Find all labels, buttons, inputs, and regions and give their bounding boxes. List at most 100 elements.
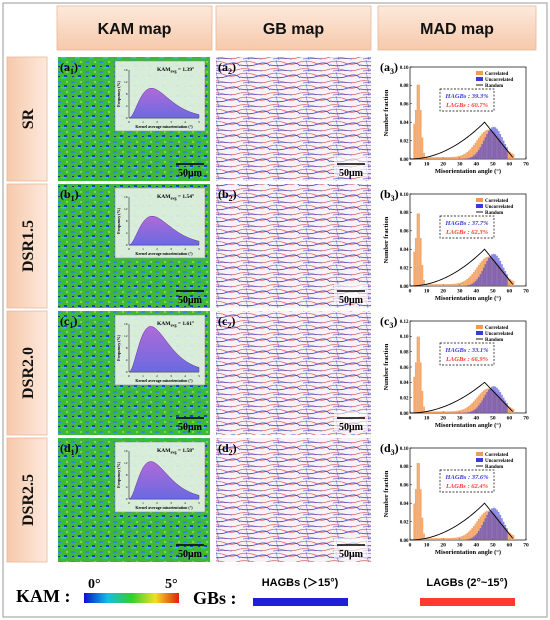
uncorrelated-bar (484, 394, 487, 413)
uncorrelated-bar (484, 264, 487, 286)
legend-entry: Random (485, 211, 504, 216)
correlated-bar (451, 156, 454, 159)
inset-y-tick: 0 (126, 243, 128, 247)
uncorrelated-bar (506, 274, 508, 286)
row-header (6, 437, 48, 563)
correlated-bar (419, 362, 422, 413)
uncorrelated-bar (474, 535, 477, 540)
correlated-bar (416, 336, 419, 413)
scale-bar-label: 50μm (178, 549, 203, 560)
kam-average-sub: avg (170, 323, 176, 328)
correlated-bar (429, 538, 432, 540)
correlated-bar (421, 390, 424, 413)
uncorrelated-bar (499, 392, 502, 413)
uncorrelated-bar (476, 407, 478, 413)
legend-swatch (476, 198, 483, 202)
mad-x-tick: 10 (424, 416, 430, 422)
uncorrelated-bar (481, 400, 483, 413)
inset-x-tick: 3 (170, 374, 172, 378)
uncorrelated-bar (491, 508, 493, 540)
correlated-bar (476, 397, 478, 413)
correlated-bar (434, 284, 437, 286)
legend-entry: Random (485, 338, 504, 343)
correlated-bar (436, 157, 439, 159)
legend-entry: Uncorrelated (485, 459, 513, 464)
correlated-bar (512, 409, 515, 413)
correlated-bar (424, 538, 427, 540)
random-curve (409, 502, 514, 541)
correlated-bar (443, 284, 445, 286)
inset-x-tick: 2 (156, 374, 158, 378)
uncorrelated-bar (481, 525, 483, 540)
column-header (56, 5, 213, 51)
correlated-bar (471, 147, 473, 159)
uncorrelated-bar (499, 133, 502, 159)
inset-y-label: Frequency (%) (116, 461, 121, 487)
mad-y-tick: 0.10 (400, 447, 409, 452)
panel-label-close: ) (233, 441, 237, 455)
uncorrelated-bar (474, 281, 477, 286)
correlated-bar (441, 157, 444, 159)
correlated-bar (461, 536, 464, 540)
inset-distribution (128, 87, 200, 119)
inset-x-tick: 0 (128, 247, 130, 251)
correlated-bar (459, 282, 462, 286)
correlated-bar (512, 535, 515, 540)
mad-x-tick: 40 (474, 289, 480, 295)
legend-swatch (476, 71, 483, 75)
row-title: SR (20, 108, 37, 129)
correlated-bar (439, 157, 442, 159)
panel-label-sub: 3 (389, 321, 393, 330)
uncorrelated-bar (499, 514, 502, 540)
uncorrelated-bar (499, 260, 502, 286)
uncorrelated-bar (491, 254, 493, 286)
legend-entry: Random (485, 465, 504, 470)
inset-y-tick: 0 (126, 370, 128, 374)
correlated-bar (472, 144, 475, 159)
correlated-bar (419, 109, 422, 159)
lagbs-fraction: LAGBs : 60.7% (445, 102, 489, 109)
inset-x-tick: 4 (184, 501, 186, 505)
correlated-bar (428, 411, 430, 413)
uncorrelated-bar (481, 144, 483, 159)
lagbs-fraction: LAGBs : 66.9% (445, 356, 489, 363)
panel-label-close: ) (395, 441, 399, 455)
correlated-bar (421, 265, 424, 286)
uncorrelated-bar (477, 149, 480, 159)
correlated-bar (461, 155, 464, 159)
correlated-bar (469, 148, 472, 159)
correlated-bar (418, 336, 420, 413)
mad-x-tick: 40 (474, 416, 480, 422)
correlated-bar (428, 284, 430, 286)
mad-x-tick: 50 (490, 162, 496, 168)
inset-y-tick: 12 (124, 334, 128, 338)
mad-y-tick: 0.02 (400, 139, 409, 144)
gb-fraction-box (439, 469, 495, 493)
mad-y-tick: 0.06 (400, 484, 409, 489)
correlated-bar (471, 274, 473, 286)
panel-label: (a1) (60, 60, 78, 76)
correlated-bar (466, 279, 468, 286)
mad-y-tick: 0.04 (400, 381, 409, 386)
correlated-bar (423, 279, 425, 286)
hagbs-fraction: HAGBs : 33.1% (444, 347, 489, 354)
legend-swatch (476, 77, 483, 81)
correlated-bar (476, 267, 478, 286)
correlated-bar (418, 84, 420, 159)
mad-x-tick: 60 (507, 543, 513, 549)
correlated-bar (512, 281, 515, 286)
legend-entry: Uncorrelated (485, 205, 513, 210)
correlated-bar (438, 411, 440, 413)
correlated-bar (414, 109, 417, 159)
uncorrelated-bar (477, 530, 480, 540)
random-curve (409, 121, 514, 160)
lagbs-fraction: LAGBs : 62.4% (445, 483, 489, 490)
uncorrelated-bar (492, 507, 495, 540)
mad-x-label: Misorientation angle (°) (435, 168, 501, 175)
uncorrelated-bar (468, 539, 470, 540)
correlated-bar (449, 411, 452, 413)
correlated-bar (456, 283, 459, 286)
correlated-bar (441, 538, 444, 540)
mad-y-tick: 0.00 (400, 158, 409, 163)
